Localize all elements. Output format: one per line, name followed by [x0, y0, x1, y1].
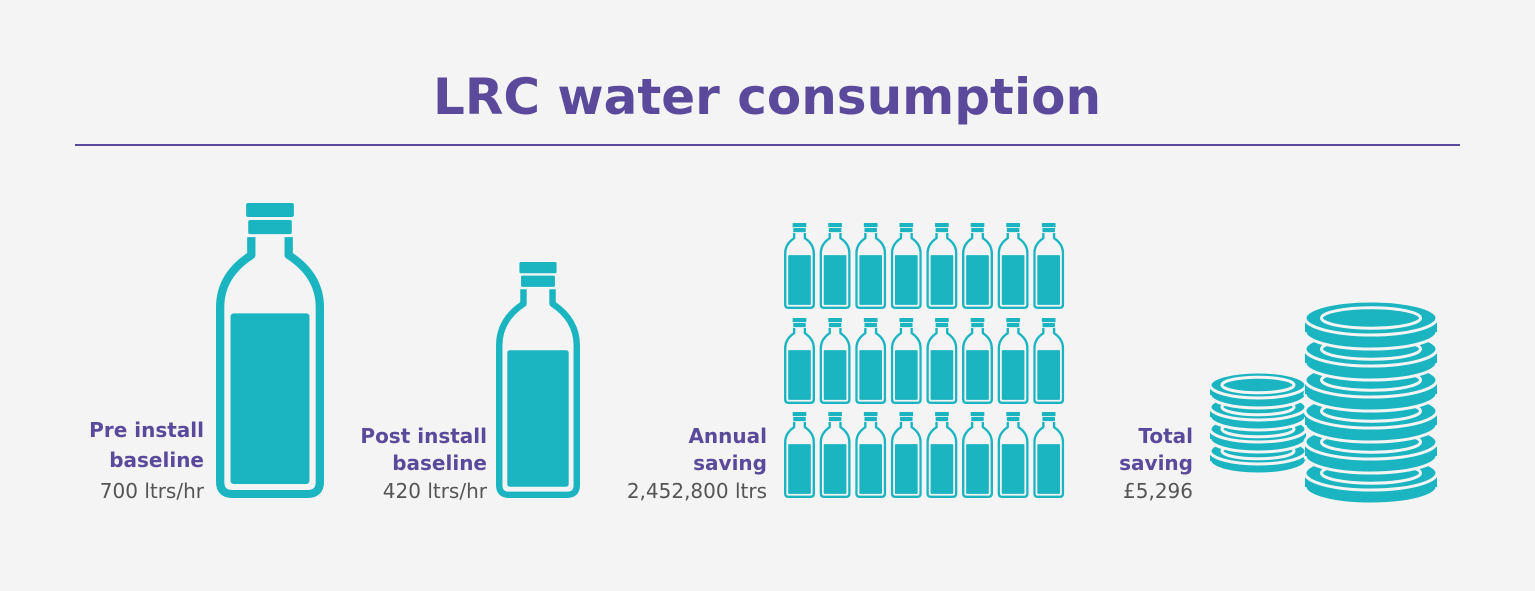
coins-icon: [1208, 299, 1439, 506]
label: Pre install: [89, 418, 204, 442]
value: 2,452,800 ltrs: [627, 479, 767, 503]
coin: [1303, 330, 1439, 382]
label: saving: [1119, 451, 1193, 475]
label: Post install: [360, 424, 487, 448]
label: Annual: [688, 424, 767, 448]
label: baseline: [392, 451, 487, 475]
item: Total saving £5,296: [1119, 424, 1193, 503]
coin-ring: [1220, 375, 1296, 395]
value: 420 ltrs/hr: [383, 479, 488, 503]
value: £5,296: [1123, 479, 1193, 503]
coin-ring: [1320, 306, 1422, 330]
item: Post install baseline 420 ltrs/hr: [360, 424, 487, 503]
item: Annual saving 2,452,800 ltrs: [627, 424, 767, 503]
label: baseline: [109, 448, 204, 472]
item: Pre install baseline 700 ltrs/hr: [89, 418, 205, 503]
value: 700 ltrs/hr: [100, 479, 205, 503]
label: Total: [1138, 424, 1193, 448]
coin: [1208, 370, 1308, 410]
title: LRC water consumption: [433, 68, 1101, 126]
label: saving: [693, 451, 767, 475]
coin: [1303, 299, 1439, 351]
coin-top: [1303, 299, 1439, 337]
